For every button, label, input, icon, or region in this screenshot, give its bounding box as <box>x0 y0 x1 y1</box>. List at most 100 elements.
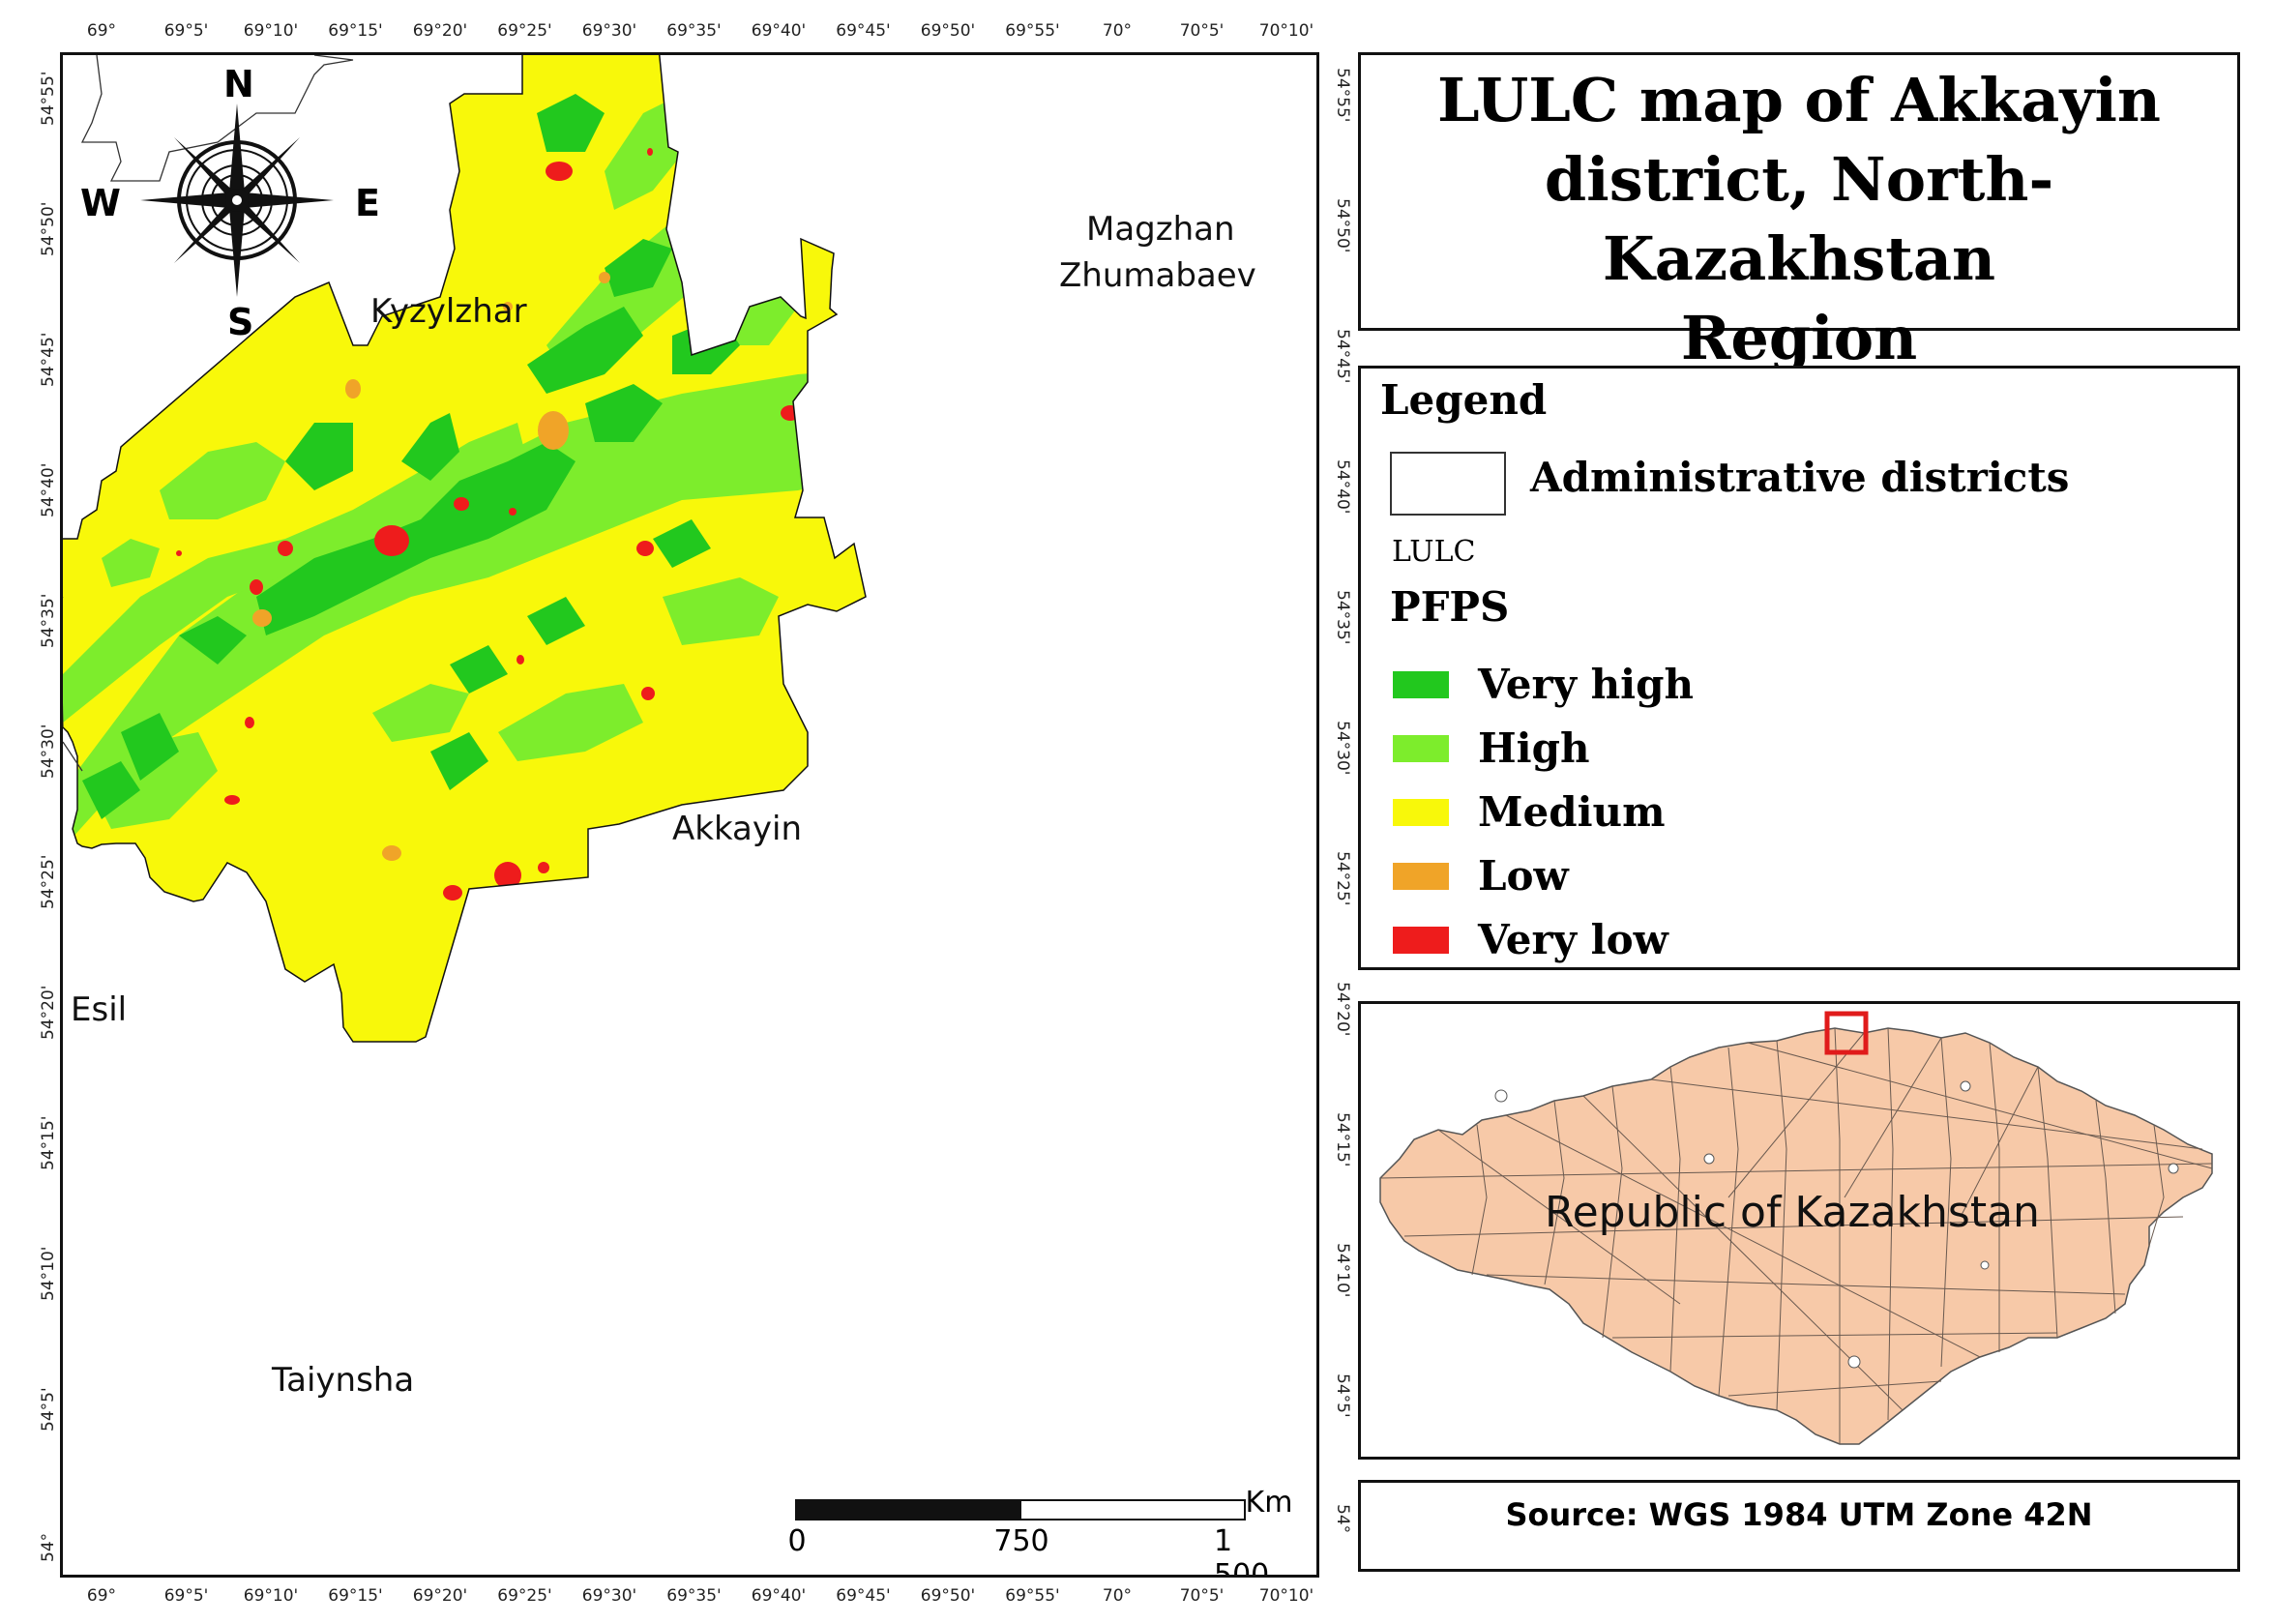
legend-panel: Legend Administrative districts LULC PFP… <box>1358 366 2240 970</box>
latitude-tick-label: 54° <box>39 1532 58 1562</box>
place-magzhan: Magzhan <box>1086 210 1235 249</box>
place-esil: Esil <box>71 990 128 1029</box>
longitude-tick-label: 69°10' <box>243 21 299 41</box>
legend-swatch <box>1393 734 1449 762</box>
longitude-tick-label: 69°55' <box>1005 21 1060 41</box>
longitude-tick-label: 69°15' <box>328 1586 383 1606</box>
latitude-tick-label: 54° <box>1333 1504 1352 1534</box>
longitude-tick-label: 69°45' <box>836 1586 891 1606</box>
compass-s: S <box>227 301 254 343</box>
latitude-tick-label: 54°40' <box>1333 459 1352 515</box>
inset-map-panel: Republic of Kazakhstan <box>1358 1001 2240 1460</box>
source-text: Source: WGS 1984 UTM Zone 42N <box>1505 1496 2093 1533</box>
latitude-tick-label: 54°40' <box>39 462 58 517</box>
place-taiynsha: Taiynsha <box>272 1361 415 1400</box>
legend-swatch <box>1393 798 1449 826</box>
longitude-tick-label: 69°40' <box>751 21 807 41</box>
inset-label: Republic of Kazakhstan <box>1545 1188 2040 1237</box>
districts-swatch <box>1390 452 1506 516</box>
latitude-tick-label: 54°35' <box>1333 590 1352 645</box>
legend-item: Very low <box>1393 916 1668 963</box>
map-title: LULC map of Akkayin district, North-Kazak… <box>1361 61 2237 378</box>
longitude-tick-label: 70° <box>1102 1586 1133 1606</box>
longitude-tick-label: 69°50' <box>920 21 976 41</box>
place-akkayin: Akkayin <box>672 810 802 848</box>
map-title-line: Region <box>1680 303 1918 373</box>
legend-item: Medium <box>1393 788 1666 836</box>
latitude-tick-label: 54°55' <box>39 71 58 126</box>
legend-item: High <box>1393 724 1590 772</box>
longitude-tick-label: 69°35' <box>666 1586 722 1606</box>
scale-label-0: 0 <box>787 1524 807 1558</box>
longitude-tick-label: 69°15' <box>328 21 383 41</box>
latitude-tick-label: 54°50' <box>1333 198 1352 253</box>
longitude-tick-label: 69°25' <box>497 21 552 41</box>
legend-label: Very high <box>1478 661 1695 708</box>
longitude-tick-label: 69°5' <box>163 21 209 41</box>
akkayin-location-highlight <box>1824 1011 1869 1055</box>
esil-boundary <box>63 741 83 772</box>
map-title-line: LULC map of Akkayin <box>1437 65 2161 135</box>
latitude-tick-label: 54°55' <box>1333 68 1352 123</box>
kazakhstan-inset-svg <box>1379 1011 2213 1445</box>
longitude-tick-label: 69°50' <box>920 1586 976 1606</box>
legend-heading: Legend <box>1380 376 1548 424</box>
latitude-tick-label: 54°5' <box>39 1387 58 1432</box>
place-zhumabaev: Zhumabaev <box>1059 256 1256 295</box>
latitude-tick-label: 54°45' <box>39 332 58 387</box>
scale-unit: Km <box>1245 1486 1293 1520</box>
lulc-map-svg <box>63 55 867 1043</box>
pfps-label: PFPS <box>1390 583 1510 631</box>
longitude-tick-label: 70°10' <box>1258 21 1314 41</box>
longitude-tick-label: 69° <box>86 21 117 41</box>
longitude-tick-label: 69°40' <box>751 1586 807 1606</box>
latitude-tick-label: 54°5' <box>1333 1373 1352 1418</box>
longitude-tick-label: 70°5' <box>1179 21 1225 41</box>
north-arrow-compass: N S W E <box>80 63 380 343</box>
latitude-tick-label: 54°20' <box>1333 982 1352 1037</box>
scale-bar: Km 0 750 1 500 <box>787 1486 1298 1575</box>
latitude-tick-label: 54°30' <box>1333 721 1352 776</box>
compass-w: W <box>80 182 121 224</box>
longitude-tick-label: 70° <box>1102 21 1133 41</box>
longitude-tick-label: 69°25' <box>497 1586 552 1606</box>
latitude-tick-label: 54°35' <box>39 593 58 648</box>
latitude-tick-label: 54°50' <box>39 201 58 256</box>
latitude-tick-label: 54°10' <box>1333 1243 1352 1298</box>
legend-label: Low <box>1478 852 1569 900</box>
latitude-tick-label: 54°45' <box>1333 329 1352 384</box>
place-kyzylzhar: Kyzylzhar <box>370 292 527 331</box>
latitude-tick-label: 54°30' <box>39 723 58 779</box>
compass-n: N <box>223 63 254 105</box>
legend-swatch <box>1393 926 1449 954</box>
lulc-label: LULC <box>1392 535 1476 569</box>
main-map[interactable]: N S W E Kyzylzhar Magzhan Zhumabaev Akka… <box>60 52 1319 1578</box>
map-title-line: district, North-Kazakhstan <box>1544 144 2054 294</box>
longitude-tick-label: 69°55' <box>1005 1586 1060 1606</box>
latitude-tick-label: 54°15' <box>1333 1112 1352 1167</box>
legend-swatch <box>1393 862 1449 890</box>
longitude-tick-label: 69°5' <box>163 1586 209 1606</box>
longitude-tick-label: 69° <box>86 1586 117 1606</box>
legend-label: Medium <box>1478 788 1666 836</box>
compass-e: E <box>355 182 380 224</box>
districts-label: Administrative districts <box>1530 454 2070 501</box>
longitude-tick-label: 69°30' <box>581 1586 637 1606</box>
longitude-tick-label: 69°20' <box>412 1586 468 1606</box>
scale-label-max: 1 500 <box>1214 1524 1270 1578</box>
legend-item: Low <box>1393 852 1569 900</box>
longitude-tick-label: 69°20' <box>412 21 468 41</box>
kyzylzhar-boundary <box>80 55 354 182</box>
longitude-tick-label: 69°30' <box>581 21 637 41</box>
latitude-tick-label: 54°25' <box>39 854 58 909</box>
latitude-tick-label: 54°20' <box>39 985 58 1040</box>
compass-rose-icon <box>140 103 334 297</box>
longitude-tick-label: 70°5' <box>1179 1586 1225 1606</box>
longitude-tick-label: 69°45' <box>836 21 891 41</box>
legend-item: Very high <box>1393 661 1694 708</box>
title-panel: LULC map of Akkayin district, North-Kazak… <box>1358 52 2240 373</box>
legend-label: Very low <box>1478 916 1668 963</box>
latitude-tick-label: 54°15' <box>39 1115 58 1170</box>
longitude-tick-label: 69°10' <box>243 1586 299 1606</box>
source-panel: Source: WGS 1984 UTM Zone 42N <box>1358 1480 2240 1572</box>
